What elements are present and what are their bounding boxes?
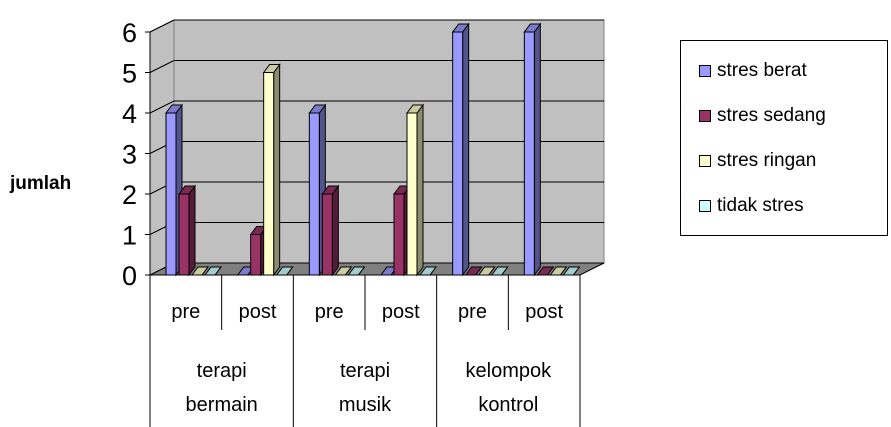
y-tick-label: 1: [122, 221, 137, 251]
y-tick-label: 6: [122, 18, 137, 48]
group-label: musik: [339, 394, 392, 416]
legend-item: stres sedang: [699, 104, 826, 128]
legend-label: stres ringan: [717, 150, 817, 171]
category-label: pre: [458, 301, 487, 323]
y-tick-label: 5: [122, 59, 137, 89]
bar: [250, 234, 262, 276]
gridline-side: [149, 19, 175, 33]
bar: [263, 72, 275, 276]
legend-swatch: [699, 155, 711, 167]
y-tick-label: 4: [122, 99, 137, 129]
bar-side: [331, 184, 339, 277]
y-tick-label: 2: [122, 180, 137, 210]
legend-swatch: [699, 65, 711, 77]
legend-swatch: [699, 110, 711, 122]
legend-label: stres sedang: [717, 105, 826, 126]
bar-side: [188, 184, 196, 277]
bar: [406, 112, 418, 276]
bar: [321, 193, 333, 276]
legend-item: stres berat: [699, 59, 807, 83]
group-label: kelompok: [466, 360, 553, 382]
legend-item: tidak stres: [699, 194, 804, 218]
group-label: kontrol: [478, 394, 538, 416]
bar: [523, 31, 535, 276]
bar-chart: 0 1 2 3 4 5 6 jumlah pre post pre post pre post terapi…: [9, 18, 605, 427]
bar: [178, 193, 190, 276]
legend-label: tidak stres: [717, 195, 804, 216]
category-label: post: [382, 301, 420, 323]
gridline-side: [149, 60, 175, 73]
legend: stres berat stres sedang stres ringan tidak…: [680, 40, 888, 236]
bar: [393, 193, 405, 276]
y-axis-label: jumlah: [9, 173, 71, 194]
y-tick-label: 0: [122, 261, 137, 291]
bar: [165, 112, 177, 276]
bar-side: [273, 63, 281, 277]
bar-side: [533, 22, 541, 277]
group-label: terapi: [197, 360, 247, 382]
legend-item: stres ringan: [699, 149, 816, 173]
group-label: terapi: [340, 360, 390, 382]
group-label: bermain: [186, 394, 258, 416]
category-label: pre: [315, 301, 344, 323]
bar-side: [416, 103, 424, 277]
legend-label: stres berat: [717, 60, 807, 81]
category-label: post: [525, 301, 563, 323]
y-tick-label: 3: [122, 140, 137, 170]
legend-swatch: [699, 200, 711, 212]
category-label: pre: [171, 301, 200, 323]
bar-side: [462, 22, 470, 277]
bar: [308, 112, 320, 276]
bar: [452, 31, 464, 276]
gridline-side: [149, 100, 175, 114]
category-label: post: [239, 301, 277, 323]
